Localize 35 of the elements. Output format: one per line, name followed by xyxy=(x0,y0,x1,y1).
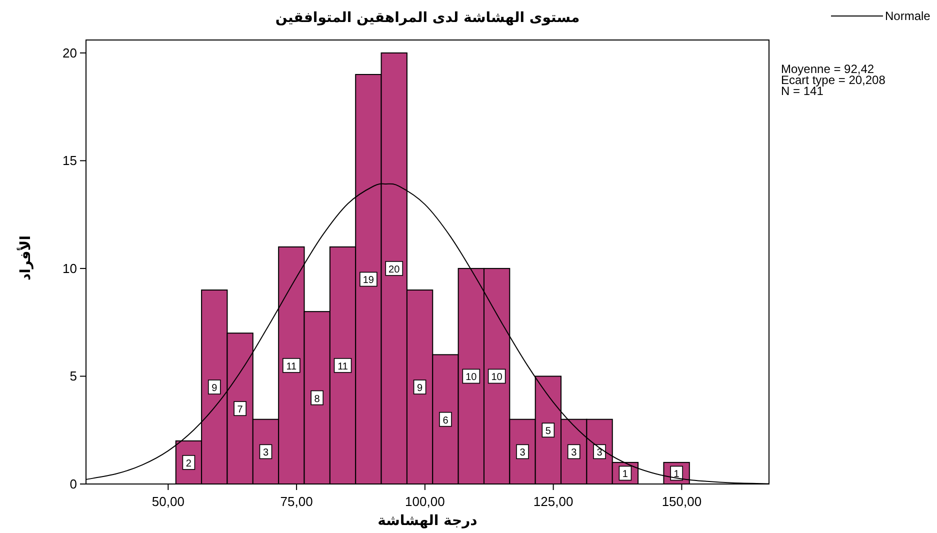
y-tick-label: 5 xyxy=(70,368,77,384)
data-label: 8 xyxy=(314,394,320,405)
data-label: 2 xyxy=(186,458,192,470)
x-tick-label: 50,00 xyxy=(152,494,184,509)
legend: Normale xyxy=(830,9,930,23)
x-tick-label: 100,00 xyxy=(405,494,445,509)
x-axis-title: درجة الهشاشة xyxy=(378,513,478,529)
y-tick-label: 20 xyxy=(62,45,77,60)
data-label: 3 xyxy=(262,448,269,459)
y-tick-label: 10 xyxy=(62,260,77,276)
y-axis-title: الأفراد xyxy=(16,235,34,281)
data-label: 5 xyxy=(545,426,552,438)
data-label: 11 xyxy=(286,361,298,372)
chart-title: مستوى الهشاشة لدى المراهقين المتوافقين xyxy=(275,10,580,26)
data-label: 1 xyxy=(622,469,628,480)
y-tick-label: 0 xyxy=(70,476,77,492)
data-label: 3 xyxy=(571,448,578,459)
x-tick-label: 125,00 xyxy=(533,494,574,509)
y-tick-label: 15 xyxy=(62,153,77,168)
x-tick-label: 150,00 xyxy=(662,494,702,509)
x-tick-label: 75,00 xyxy=(280,494,313,509)
text: Moyenne = 92,42 xyxy=(781,62,874,76)
data-label: 3 xyxy=(520,448,526,459)
data-label: 10 xyxy=(491,372,503,384)
data-label: 19 xyxy=(362,275,374,286)
data-label: 9 xyxy=(212,383,218,394)
data-label: 9 xyxy=(417,383,424,394)
data-label: 10 xyxy=(466,372,478,384)
legend-label: Normale xyxy=(885,9,931,23)
data-label: 3 xyxy=(596,448,603,459)
data-label: 1 xyxy=(674,469,680,480)
data-label: 6 xyxy=(442,415,449,426)
data-label: 11 xyxy=(338,361,348,372)
data-label: 20 xyxy=(388,264,400,276)
data-label: 7 xyxy=(237,404,244,416)
